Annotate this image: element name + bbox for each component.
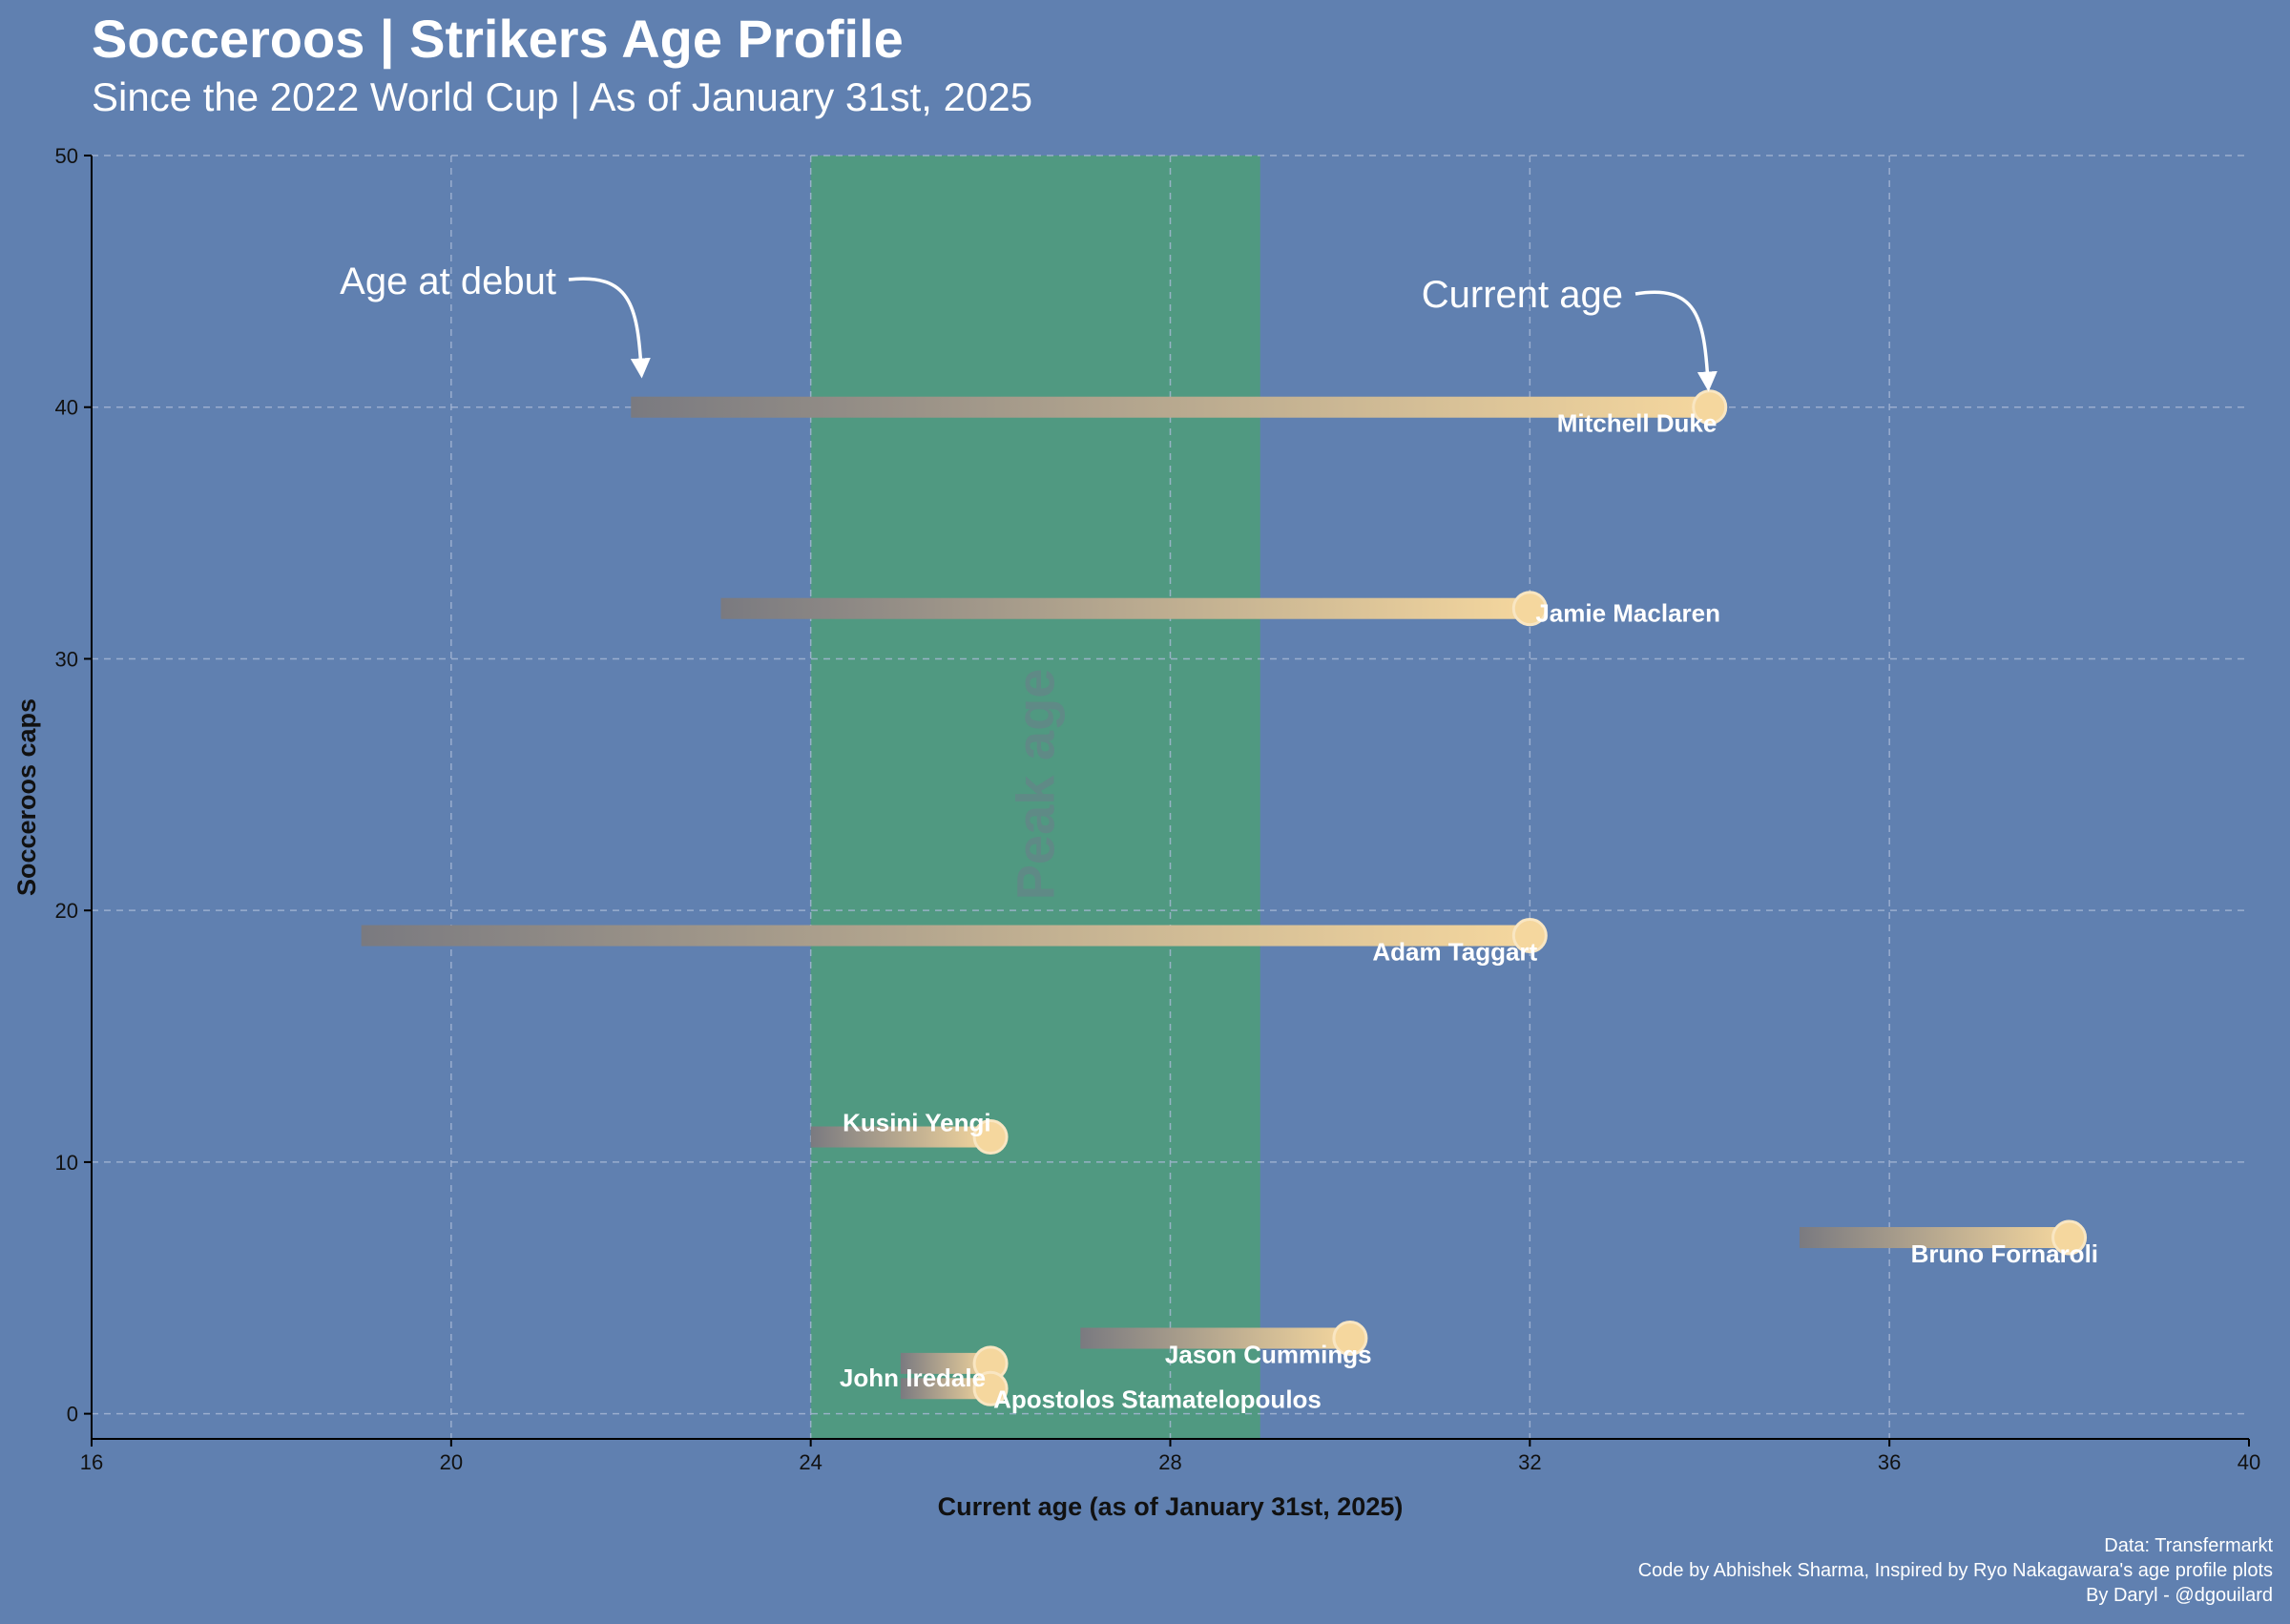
x-tick-label: 20: [440, 1450, 463, 1474]
player-label: Adam Taggart: [1372, 938, 1537, 967]
current-age-point: [972, 1370, 1009, 1406]
peak-age-band: [810, 156, 1260, 1439]
player-label: Mitchell Duke: [1557, 409, 1718, 438]
age-bar: [631, 396, 1710, 418]
debut-arrow: [568, 277, 651, 379]
age-bar: [900, 1352, 991, 1374]
current-age-point: [1332, 1321, 1368, 1357]
player-label: Kusini Yengi: [843, 1109, 991, 1137]
player-label: John Iredale: [840, 1364, 986, 1392]
x-tick-label: 36: [1878, 1450, 1901, 1474]
current-age-point: [1511, 591, 1548, 627]
age-bar: [900, 1378, 991, 1400]
credit-code: Code by Abhishek Sharma, Inspired by Ryo…: [1637, 1560, 2273, 1581]
credit-author: By Daryl - @dgouilard: [2086, 1585, 2273, 1606]
current-age-point: [972, 1119, 1009, 1156]
x-tick-label: 40: [2238, 1450, 2260, 1474]
y-tick-label: 50: [55, 144, 78, 168]
age-at-debut-annotation: Age at debut: [340, 260, 556, 302]
current-age-annotation: Current age: [1422, 274, 1623, 316]
y-tick-label: 30: [55, 647, 78, 671]
y-tick-label: 0: [67, 1403, 78, 1426]
x-tick-label: 16: [80, 1450, 103, 1474]
x-tick-label: 24: [799, 1450, 822, 1474]
y-axis-label: Socceroos caps: [12, 698, 41, 896]
y-tick-label: 40: [55, 396, 78, 420]
player-label: Apostolos Stamatelopoulos: [993, 1385, 1322, 1413]
age-bar: [810, 1126, 991, 1148]
current-arrow: [1634, 290, 1718, 392]
chart-subtitle: Since the 2022 World Cup | As of January…: [92, 74, 1033, 119]
player-label: Jamie Maclaren: [1535, 599, 1720, 628]
age-bar: [1799, 1227, 2070, 1249]
x-tick-label: 32: [1518, 1450, 1541, 1474]
player-label: Jason Cummings: [1165, 1341, 1372, 1369]
credit-data-source: Data: Transfermarkt: [2104, 1535, 2273, 1556]
age-bar: [361, 925, 1530, 947]
x-tick-label: 28: [1158, 1450, 1181, 1474]
current-age-point: [2051, 1219, 2088, 1256]
y-tick-label: 20: [55, 899, 78, 923]
age-bar: [1080, 1327, 1350, 1349]
player-label: Bruno Fornaroli: [1911, 1239, 2098, 1268]
y-tick-label: 10: [55, 1151, 78, 1175]
current-age-point: [1511, 918, 1548, 954]
chart-title: Socceroos | Strikers Age Profile: [92, 9, 904, 69]
x-axis-label: Current age (as of January 31st, 2025): [938, 1492, 1404, 1521]
age-bar: [720, 597, 1530, 619]
peak-age-label: Peak age: [1006, 669, 1066, 901]
